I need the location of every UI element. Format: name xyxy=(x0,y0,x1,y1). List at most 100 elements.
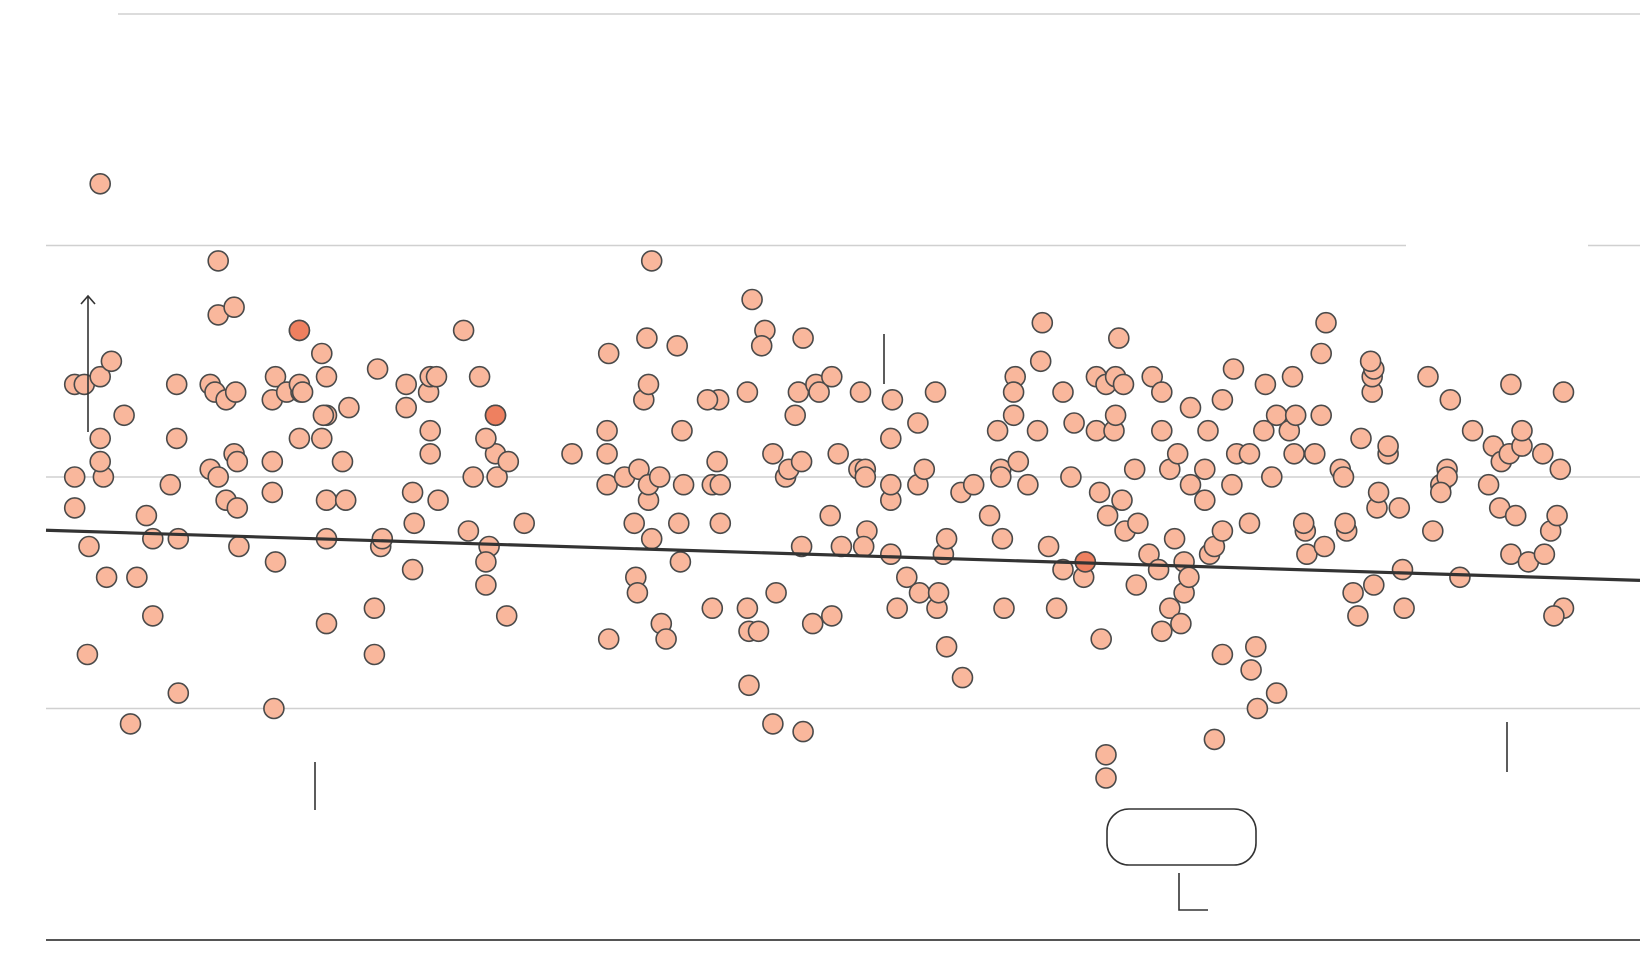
data-point-252 xyxy=(1240,659,1262,681)
data-point-218 xyxy=(1123,458,1146,481)
data-point-166 xyxy=(895,566,918,589)
data-point-83 xyxy=(497,450,520,473)
data-point-220 xyxy=(1127,512,1149,535)
data-points xyxy=(63,173,1575,789)
data-point-170 xyxy=(913,458,936,481)
data-point-250 xyxy=(1238,442,1261,465)
data-point-151 xyxy=(820,605,843,627)
data-point-61 xyxy=(331,450,354,473)
data-point-130 xyxy=(736,381,759,403)
data-point-182 xyxy=(991,527,1014,550)
data-point-226 xyxy=(1151,620,1173,643)
data-point-248 xyxy=(1222,358,1245,380)
data-point-13 xyxy=(100,350,123,373)
data-point-191 xyxy=(1026,419,1049,442)
data-point-190 xyxy=(1017,473,1039,496)
data-point-223 xyxy=(1147,558,1170,581)
data-point-163 xyxy=(881,388,904,411)
data-point-251 xyxy=(1245,635,1267,658)
data-point-179 xyxy=(962,473,985,496)
gridlines xyxy=(46,13,1640,941)
data-point-43 xyxy=(228,535,250,558)
data-point-18 xyxy=(167,527,190,550)
data-point-288 xyxy=(1393,597,1415,620)
data-point-63 xyxy=(363,643,386,666)
up-arrow-head xyxy=(80,294,96,305)
data-point-121 xyxy=(701,597,724,620)
data-point-234 xyxy=(1178,566,1200,589)
data-point-92 xyxy=(495,605,518,627)
data-point-71 xyxy=(403,512,426,535)
data-point-280 xyxy=(1363,574,1385,596)
data-point-41 xyxy=(263,697,285,720)
data-point-40 xyxy=(264,551,287,573)
data-point-208 xyxy=(1095,767,1117,789)
data-point-224 xyxy=(1151,381,1173,403)
data-point-131 xyxy=(741,288,763,311)
data-point-38 xyxy=(261,481,284,504)
data-point-291 xyxy=(1422,520,1444,542)
data-point-283 xyxy=(1367,481,1390,504)
data-point-228 xyxy=(1159,597,1181,620)
data-point-146 xyxy=(801,612,824,635)
data-point-241 xyxy=(1203,728,1226,751)
data-point-246 xyxy=(1221,473,1243,496)
data-point-21 xyxy=(167,682,190,704)
data-point-294 xyxy=(1439,388,1462,411)
data-point-42 xyxy=(261,450,284,473)
data-point-15 xyxy=(119,713,142,735)
data-point-231 xyxy=(1170,612,1192,635)
data-point-317 xyxy=(1543,605,1565,627)
data-point-264 xyxy=(1292,512,1315,535)
data-point-267 xyxy=(1304,442,1326,465)
data-point-286 xyxy=(1377,435,1399,457)
data-point-269 xyxy=(1310,342,1332,365)
data-point-39 xyxy=(264,365,287,388)
data-point-105 xyxy=(636,327,658,349)
data-point-4 xyxy=(63,466,86,488)
data-point-311 xyxy=(1533,543,1556,566)
data-point-222 xyxy=(1141,365,1163,388)
data-point-229 xyxy=(1163,527,1186,550)
data-point-316 xyxy=(1549,458,1572,481)
data-point-24 xyxy=(142,605,164,627)
data-point-181 xyxy=(986,419,1009,442)
data-point-137 xyxy=(762,442,784,465)
data-point-176 xyxy=(935,527,958,550)
data-point-136 xyxy=(762,713,784,735)
data-point-80 xyxy=(486,466,508,488)
data-point-260 xyxy=(1281,365,1304,388)
data-point-69 xyxy=(395,396,418,419)
data-point-20 xyxy=(165,373,188,396)
data-point-6 xyxy=(78,535,100,558)
data-point-257 xyxy=(1265,682,1288,704)
data-point-144 xyxy=(792,327,814,349)
data-point-178 xyxy=(951,666,974,689)
data-point-168 xyxy=(907,412,929,434)
data-point-59 xyxy=(291,381,314,403)
data-point-12 xyxy=(113,404,135,427)
data-point-262 xyxy=(1283,442,1305,465)
data-point-86 xyxy=(484,404,507,427)
highlight-cluster-box xyxy=(1106,808,1257,866)
data-point-158 xyxy=(852,535,875,558)
data-point-98 xyxy=(596,442,618,465)
data-point-115 xyxy=(669,551,692,573)
data-point-287 xyxy=(1388,497,1411,519)
data-point-199 xyxy=(1060,466,1082,488)
data-point-75 xyxy=(427,489,449,512)
data-point-93 xyxy=(513,512,536,535)
data-point-244 xyxy=(1211,643,1234,666)
data-point-68 xyxy=(395,373,418,396)
data-point-124 xyxy=(696,388,719,411)
data-point-309 xyxy=(1511,419,1533,442)
data-point-91 xyxy=(475,551,497,573)
data-point-164 xyxy=(886,597,909,620)
data-point-5 xyxy=(76,643,99,666)
data-point-60 xyxy=(338,396,360,419)
data-point-54 xyxy=(310,342,333,365)
data-point-256 xyxy=(1261,466,1283,488)
data-point-143 xyxy=(792,720,814,743)
data-point-53 xyxy=(310,427,333,450)
